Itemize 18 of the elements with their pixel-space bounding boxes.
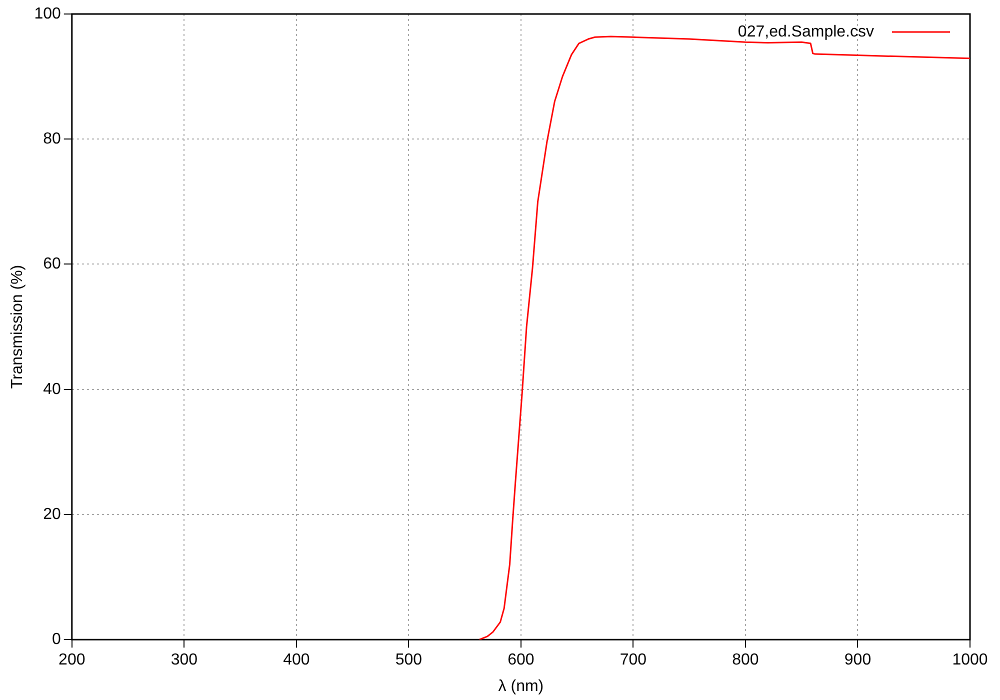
x-tick-label: 400: [283, 652, 310, 669]
x-tick-label: 500: [395, 652, 422, 669]
y-axis-title: Transmission (%): [9, 264, 26, 389]
x-tick-label: 700: [620, 652, 647, 669]
y-tick-label: 20: [43, 506, 61, 523]
x-tick-label: 300: [170, 652, 198, 669]
legend-label: 027,ed.Sample.csv: [738, 23, 874, 40]
x-tick-label: 600: [508, 652, 534, 669]
y-tick-label: 100: [34, 5, 61, 22]
y-tick-label: 60: [43, 256, 61, 273]
x-tick-label: 1000: [952, 652, 988, 669]
x-tick-label: 200: [58, 652, 86, 669]
x-tick-label: 900: [844, 652, 872, 669]
y-tick-label: 80: [43, 130, 61, 148]
x-tick-label: 800: [732, 652, 759, 669]
x-axis-title: λ (nm): [498, 678, 544, 695]
y-tick-label: 40: [43, 380, 61, 398]
y-tick-label: 0: [52, 631, 61, 648]
